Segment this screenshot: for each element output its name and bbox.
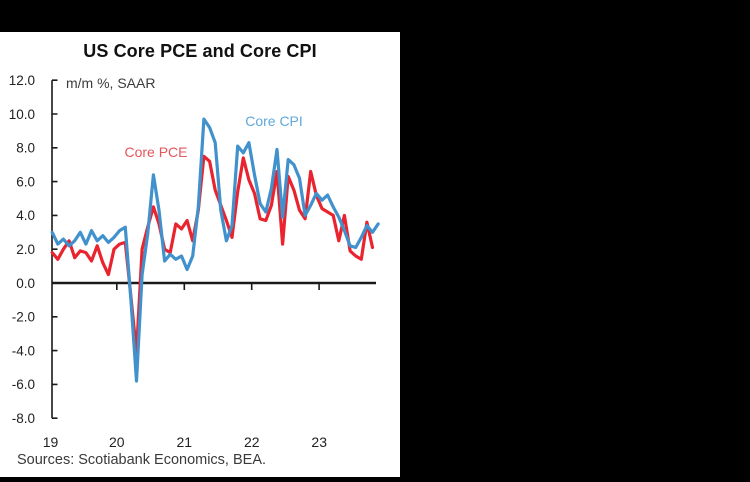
chart-panel: US Core PCE and Core CPI m/m %, SAAR Cor… bbox=[0, 32, 400, 477]
series-label-core-cpi: Core CPI bbox=[245, 113, 303, 129]
y-axis-tick-label: 2.0 bbox=[16, 242, 35, 257]
y-axis-tick-label: 6.0 bbox=[16, 174, 35, 189]
line-core-pce bbox=[50, 154, 375, 354]
y-axis-tick-label: 8.0 bbox=[16, 141, 35, 156]
chart-title: US Core PCE and Core CPI bbox=[83, 41, 317, 61]
line-core-cpi bbox=[50, 117, 380, 383]
source-note: Sources: Scotiabank Economics, BEA. bbox=[17, 452, 267, 468]
y-axis-tick-label: 12.0 bbox=[9, 73, 35, 88]
y-axis-tick-label: -8.0 bbox=[12, 411, 35, 426]
chart-canvas: 12.0 10.0 8.0 6.0 4.0 2.0 0.0 -2.0 -4.0 -6.0 -8.0 1… bbox=[9, 73, 380, 450]
x-axis-tick-label: 19 bbox=[43, 434, 59, 450]
x-axis-tick-label: 20 bbox=[109, 434, 125, 450]
y-axis-tick-label: 0.0 bbox=[16, 276, 35, 291]
x-axis-tick-label: 21 bbox=[177, 434, 193, 450]
series-label-core-pce: Core PCE bbox=[124, 144, 188, 160]
y-axis-tick-label: -6.0 bbox=[12, 377, 35, 392]
axis-units-label: m/m %, SAAR bbox=[66, 75, 156, 91]
y-axis-tick-label: 10.0 bbox=[9, 107, 35, 122]
x-axis-tick-label: 22 bbox=[244, 434, 260, 450]
y-axis bbox=[51, 79, 58, 419]
y-axis-tick-label: -2.0 bbox=[12, 310, 35, 325]
y-axis-tick-label: 4.0 bbox=[16, 208, 35, 223]
x-axis-tick-label: 23 bbox=[311, 434, 327, 450]
y-axis-tick-label: -4.0 bbox=[12, 343, 35, 358]
